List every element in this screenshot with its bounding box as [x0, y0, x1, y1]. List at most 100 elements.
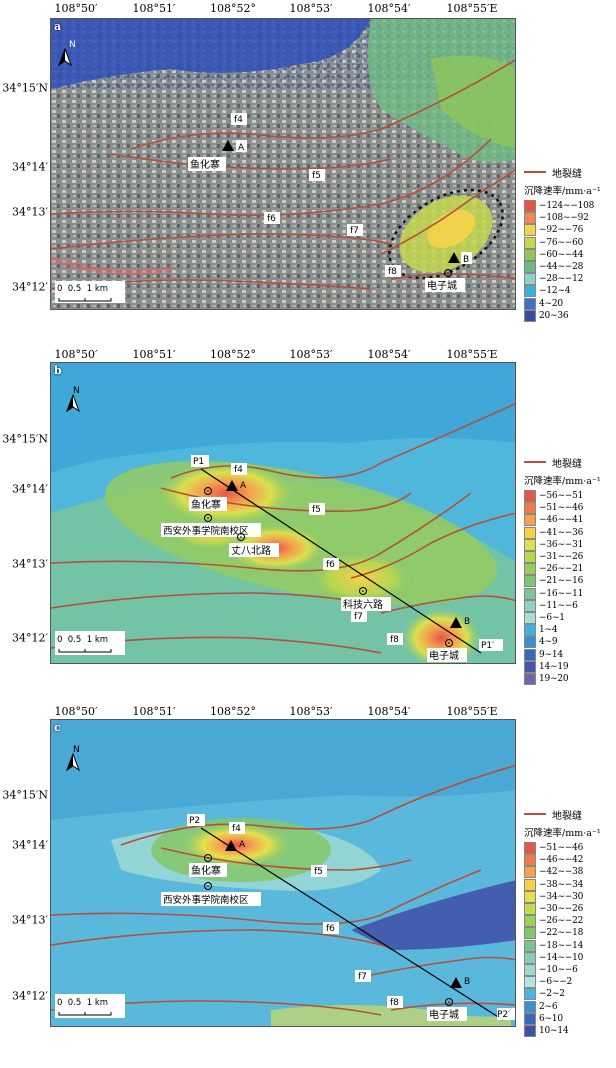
legend-swatch [524, 502, 536, 515]
legend-swatch [524, 551, 536, 564]
legend-swatch [524, 224, 536, 237]
lon-tick: 108°55′E [446, 705, 498, 718]
lat-tick: 34°14′ [12, 838, 48, 852]
legend-item: −16∼−11 [524, 587, 616, 600]
legend-item: 6∼10 [524, 1012, 616, 1025]
legend-title: 沉降速率/mm·a⁻¹ [524, 186, 601, 197]
lon-tick: 108°50′ [54, 2, 98, 15]
legend-label: −92∼−76 [539, 225, 584, 236]
legend-label: 6∼10 [539, 1013, 563, 1024]
north-arrow-icon: N [57, 40, 76, 67]
legend-swatch [524, 490, 536, 503]
fault-labels: f4 f5 f6 f7 f8 [231, 113, 401, 277]
legend-label: −16∼−11 [539, 588, 584, 599]
north-arrow-icon: N [65, 386, 81, 413]
point-label: B [464, 617, 470, 627]
scale-bar: 0 0.5 1 km [55, 281, 125, 303]
scale-label: 0 0.5 1 km [57, 998, 108, 1008]
place-label: 电子城 [429, 649, 459, 662]
lat-tick: 34°15′N [2, 432, 48, 446]
lon-tick: 108°53′ [289, 348, 333, 361]
place-label: 鱼化寨 [191, 498, 221, 511]
fault-label: f8 [388, 267, 397, 277]
legend-swatch [524, 915, 536, 928]
panel-b: 108°50′ 108°51′ 108°52° 108°53′ 108°54′ … [0, 348, 616, 690]
legend-label: −44∼−28 [539, 262, 584, 273]
legend-swatch [524, 261, 536, 274]
legend-item: −6∼−2 [524, 976, 616, 989]
place-label: 鱼化寨 [191, 864, 221, 877]
legend-label: −34∼−30 [539, 891, 584, 902]
fault-label: f6 [326, 560, 335, 570]
fault-label: f4 [234, 115, 243, 125]
profile-start-label: P2 [189, 816, 200, 826]
legend-item: −28∼−12 [524, 273, 616, 286]
legend-label: 1∼4 [539, 625, 558, 636]
crack-line-swatch [524, 813, 546, 815]
legend-item: 20∼36 [524, 309, 616, 322]
legend-item: −41∼−36 [524, 526, 616, 539]
lon-tick: 108°55′E [446, 2, 498, 15]
legend-label: −6∼−2 [539, 977, 573, 988]
legend-item: 19∼20 [524, 672, 616, 685]
legend-swatch [524, 285, 536, 298]
legend-b: 地裂缝 沉降速率/mm·a⁻¹ −56∼−51 −51∼−46 −46∼−41 −41… [524, 455, 616, 685]
north-label: N [73, 386, 80, 396]
legend-item: −18∼−14 [524, 939, 616, 952]
legend-swatch [524, 514, 536, 527]
legend-item: −44∼−28 [524, 261, 616, 274]
legend-swatch [524, 599, 536, 612]
lat-tick: 34°13′ [12, 913, 48, 927]
legend-swatch [524, 951, 536, 964]
profile-start-label: P1 [193, 457, 204, 467]
legend-label: −51∼−46 [539, 503, 584, 514]
lon-tick: 108°52° [210, 348, 256, 361]
crack-line-swatch [524, 461, 546, 463]
legend-label: 19∼20 [539, 673, 569, 684]
fault-label: f4 [232, 824, 241, 834]
lat-tick: 34°13′ [12, 205, 48, 219]
legend-label: 10∼14 [539, 1025, 569, 1036]
legend-swatch [524, 988, 536, 1001]
legend-item: −2∼2 [524, 988, 616, 1001]
lon-tick: 108°54′ [367, 348, 411, 361]
panel-c: 108°50′ 108°51′ 108°52° 108°53′ 108°54′ … [0, 705, 616, 1047]
map-b: P1 P1′ f4 f5 f6 f7 f8 A B 鱼化寨 西安外事学院南校区 … [50, 362, 516, 664]
legend-swatch [524, 200, 536, 213]
legend-item: 10∼14 [524, 1024, 616, 1037]
fault-label: f7 [350, 226, 359, 236]
legend-list: −124∼−108 −108∼−92 −92∼−76 −76∼−60 −60∼−44 −4… [524, 200, 616, 322]
lon-tick: 108°54′ [367, 705, 411, 718]
fault-label: f7 [358, 972, 367, 982]
legend-label: −124∼−108 [539, 201, 595, 212]
legend-label: 14∼19 [539, 661, 569, 672]
lat-tick: 34°15′N [2, 788, 48, 802]
legend-item: −22∼−18 [524, 927, 616, 940]
legend-swatch [524, 660, 536, 673]
legend-c: 地裂缝 沉降速率/mm·a⁻¹ −51∼−46 −46∼−42 −42∼−38 −38… [524, 807, 616, 1037]
legend-swatch [524, 611, 536, 624]
point-label: A [240, 481, 247, 491]
lon-tick: 108°51′ [132, 348, 176, 361]
legend-item: −76∼−60 [524, 236, 616, 249]
point-b-marker: B [450, 617, 470, 628]
legend-label: −26∼−22 [539, 916, 584, 927]
legend-swatch [524, 587, 536, 600]
lon-tick: 108°50′ [54, 705, 98, 718]
legend-item: −38∼−34 [524, 878, 616, 891]
legend-label: −6∼1 [539, 612, 565, 623]
point-a-marker: A [225, 840, 246, 851]
map-a: f4 f5 f6 f7 f8 A 鱼化寨 B 电子城 [50, 18, 516, 310]
legend-item: 2∼6 [524, 1000, 616, 1013]
legend-item: −26∼−22 [524, 915, 616, 928]
legend-item: −108∼−92 [524, 212, 616, 225]
legend-label: −42∼−38 [539, 867, 584, 878]
legend-label: −31∼−26 [539, 552, 584, 563]
legend-swatch [524, 1000, 536, 1013]
lon-tick: 108°53′ [289, 2, 333, 15]
place-label: 电子城 [427, 279, 457, 292]
legend-title: 沉降速率/mm·a⁻¹ [524, 476, 601, 487]
lat-tick: 34°15′N [2, 81, 48, 95]
lon-tick: 108°50′ [54, 348, 98, 361]
legend-label: 9∼14 [539, 649, 563, 660]
